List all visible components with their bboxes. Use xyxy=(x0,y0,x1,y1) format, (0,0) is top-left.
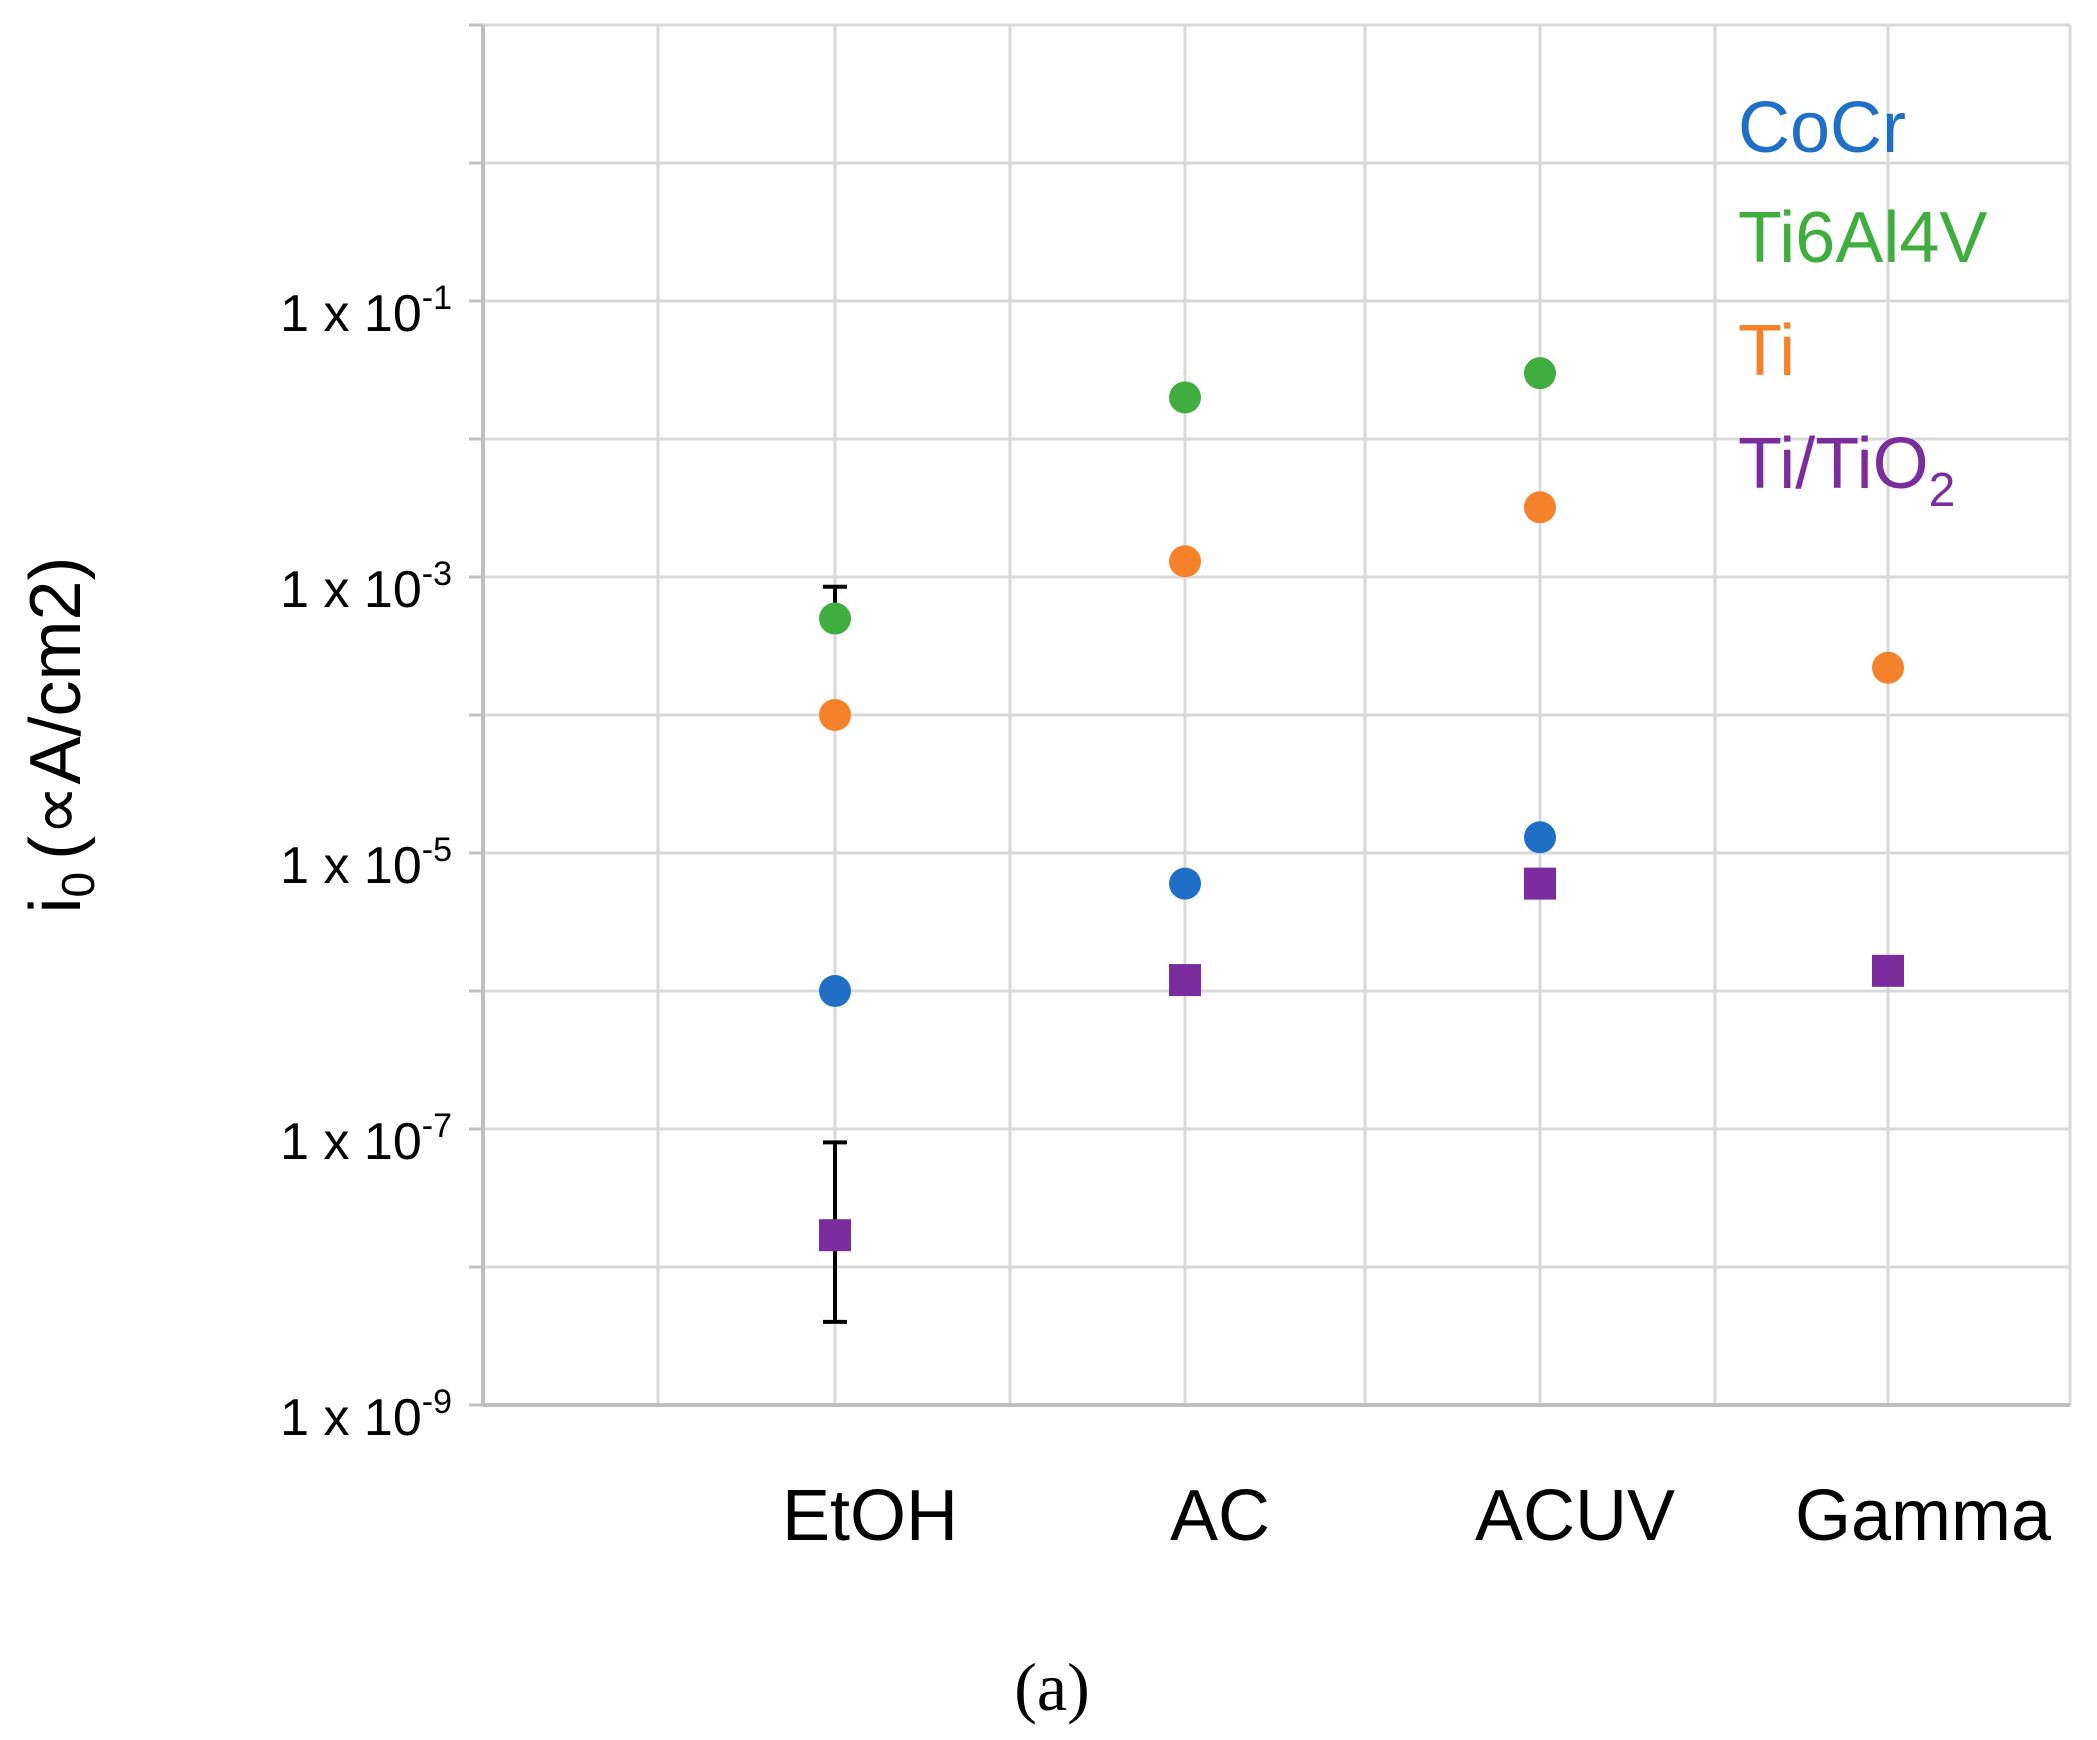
y-tick-label: 1 x 10-1 xyxy=(280,279,452,343)
legend-entry-label: CoCr xyxy=(1738,88,1906,168)
y-tick-label-base: 1 x 10 xyxy=(280,285,422,343)
legend-entry-label: Ti6Al4V xyxy=(1738,198,1987,278)
y-tick-label-exponent: -1 xyxy=(422,279,452,317)
legend-entry: Ti/TiO2 xyxy=(1738,424,1955,517)
data-point-ti xyxy=(819,699,851,731)
y-tick-label-exponent: -7 xyxy=(422,1107,452,1145)
y-tick-label-exponent: -9 xyxy=(422,1383,452,1421)
y-axis-label: i0 (∝A/cm2) xyxy=(16,556,104,913)
data-point-ti-tio xyxy=(1872,954,1904,987)
data-point-ti xyxy=(1524,491,1556,524)
legend-entry: Ti xyxy=(1738,311,1795,391)
axes xyxy=(469,23,2070,1407)
x-category-label: Gamma xyxy=(1795,1476,2052,1556)
y-tick-label: 1 x 10-7 xyxy=(280,1107,452,1171)
data-point-cocr xyxy=(1169,867,1201,900)
legend-entry: Ti6Al4V xyxy=(1738,198,1987,278)
legend-entry-subscript: 2 xyxy=(1929,464,1956,517)
legend-entry-label: Ti xyxy=(1738,311,1795,391)
x-axis-categories: EtOH AC ACUV Gamma xyxy=(782,1476,2052,1556)
y-tick-label: 1 x 10-9 xyxy=(280,1383,452,1447)
figure-caption: (a) xyxy=(1014,1649,1089,1725)
y-tick-label: 1 x 10-3 xyxy=(280,555,452,619)
y-tick-label-base: 1 x 10 xyxy=(280,561,422,619)
y-tick-label-exponent: -5 xyxy=(422,831,452,869)
data-point-ti6al4v xyxy=(1524,357,1556,390)
data-point-ti6al4v xyxy=(819,602,851,635)
y-tick-label-base: 1 x 10 xyxy=(280,1113,422,1171)
y-tick-label-base: 1 x 10 xyxy=(280,837,422,895)
data-point-cocr xyxy=(819,975,851,1007)
legend: CoCr Ti6Al4V Ti Ti/TiO2 xyxy=(1738,88,1987,517)
y-axis-ticks: 1 x 10-91 x 10-71 x 10-51 x 10-31 x 10-1 xyxy=(280,279,452,1447)
data-point-cocr xyxy=(1524,821,1556,854)
y-axis-label-subscript: 0 xyxy=(52,872,104,898)
y-tick-label-base: 1 x 10 xyxy=(280,1389,422,1447)
data-points xyxy=(819,357,1904,1252)
data-point-ti6al4v xyxy=(1169,381,1201,414)
x-category-label: EtOH xyxy=(782,1476,958,1556)
data-point-ti xyxy=(1169,545,1201,578)
y-tick-label: 1 x 10-5 xyxy=(280,831,452,895)
y-axis-label-symbol: i xyxy=(16,898,96,914)
data-point-ti-tio xyxy=(1169,964,1201,997)
y-tick-label-exponent: -3 xyxy=(422,555,452,593)
grid xyxy=(483,23,2072,1407)
x-category-label: AC xyxy=(1170,1476,1270,1556)
x-category-label: ACUV xyxy=(1475,1476,1675,1556)
y-axis-label-unit: (∝A/cm2) xyxy=(16,556,96,859)
legend-entry: CoCr xyxy=(1738,88,1906,168)
data-point-ti xyxy=(1872,651,1904,684)
legend-entry-label: Ti/TiO xyxy=(1738,424,1929,504)
data-point-ti-tio xyxy=(1524,867,1556,900)
data-point-ti-tio xyxy=(819,1219,851,1252)
